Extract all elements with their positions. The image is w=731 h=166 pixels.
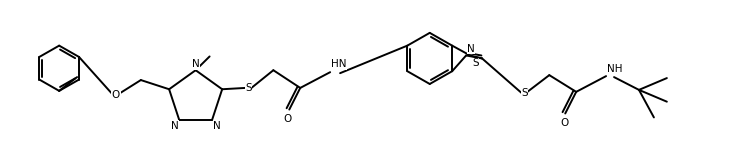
Text: S: S bbox=[472, 58, 479, 68]
Text: S: S bbox=[245, 83, 251, 93]
Text: S: S bbox=[521, 88, 528, 98]
Text: N: N bbox=[192, 59, 200, 69]
Text: N: N bbox=[170, 121, 178, 131]
Text: NH: NH bbox=[607, 64, 623, 74]
Text: O: O bbox=[283, 115, 292, 124]
Text: O: O bbox=[112, 90, 120, 100]
Text: O: O bbox=[560, 118, 569, 128]
Text: N: N bbox=[467, 43, 475, 53]
Text: N: N bbox=[213, 121, 221, 131]
Text: HN: HN bbox=[331, 59, 346, 69]
